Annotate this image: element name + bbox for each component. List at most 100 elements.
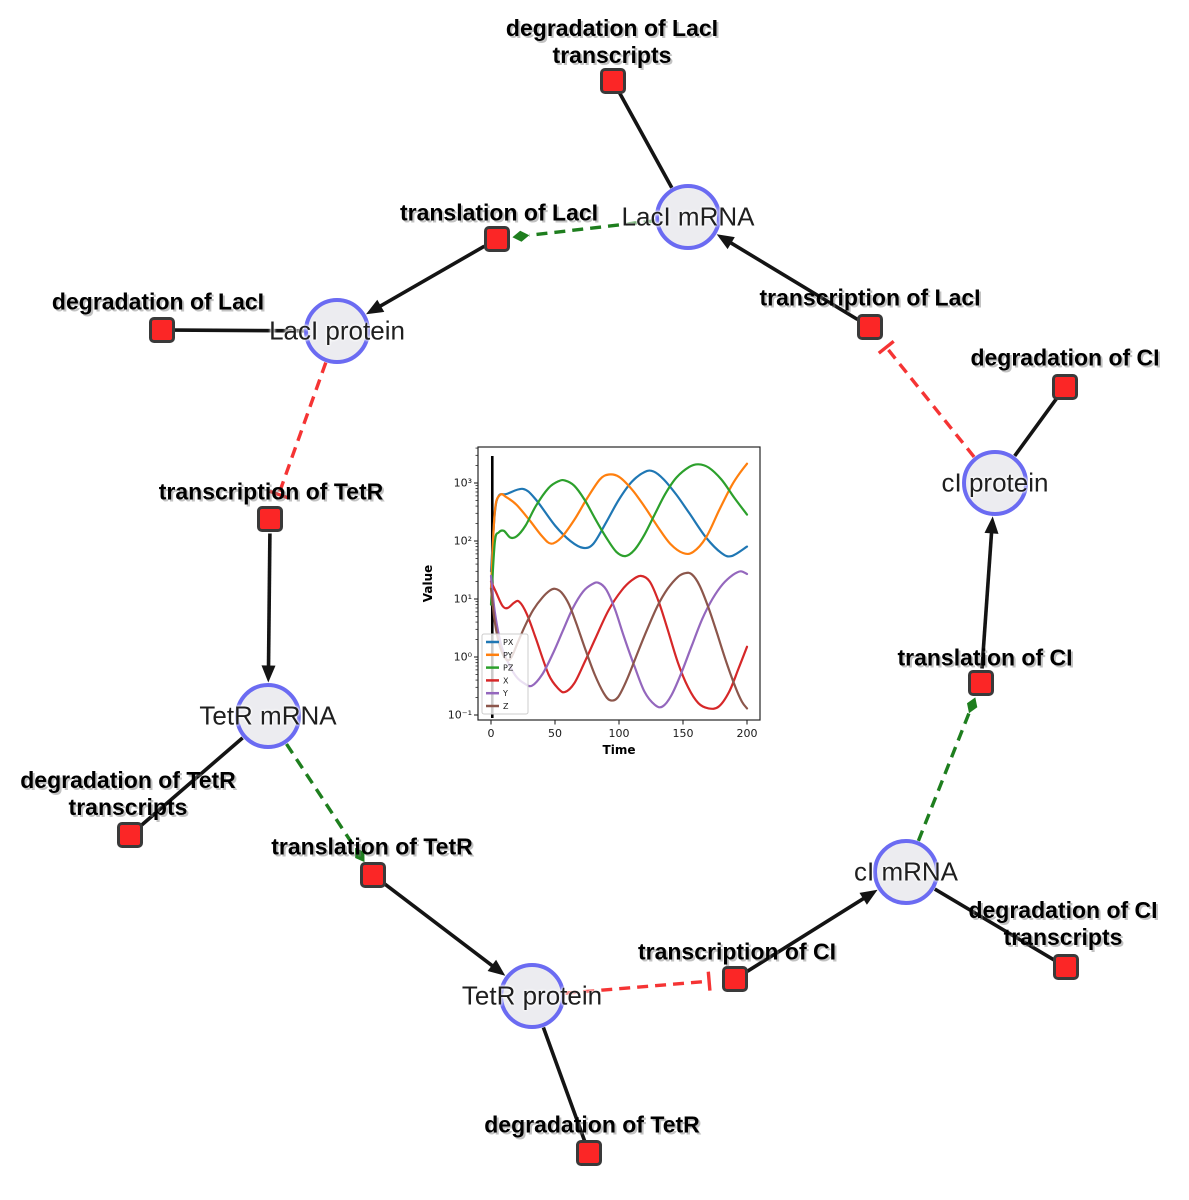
- species-node-tetr-protein[interactable]: [499, 963, 565, 1029]
- reaction-node-transcription-tetr[interactable]: [257, 506, 283, 532]
- edge-tetr-mrna-deg-tetr-transcripts: [137, 736, 244, 829]
- legend-label-X: X: [503, 676, 509, 685]
- edge-translation-ci-ci-protein: [980, 516, 999, 669]
- y-tick-label: 10¹: [454, 593, 472, 606]
- reaction-node-translation-ci[interactable]: [968, 670, 994, 696]
- legend-label-PX: PX: [503, 638, 514, 647]
- series-line-PZ: [489, 463, 749, 606]
- reaction-label-transcription-tetr: transcription of TetR: [159, 479, 383, 506]
- reaction-label-line: degradation of CI: [968, 897, 1158, 923]
- reaction-label-line: transcription of CI: [637, 938, 837, 965]
- consumption-edge-line: [933, 887, 1057, 963]
- inhibition-tbar: [269, 489, 289, 500]
- edge-translation-laci-laci-protein: [366, 244, 486, 315]
- modifier-diamond-arrowhead: [355, 847, 365, 863]
- production-arrowhead: [984, 516, 999, 534]
- inhibition-tbar: [706, 971, 712, 991]
- species-label-laci-protein: LacI protein: [269, 315, 405, 346]
- legend: PX PY PZ XYZ: [481, 633, 529, 715]
- y-axis-label: Value: [421, 565, 435, 603]
- x-axis-label: Time: [603, 743, 636, 757]
- reaction-node-translation-laci[interactable]: [484, 226, 510, 252]
- reaction-label-transcription-ci: transcription of CI: [638, 939, 836, 966]
- modifier-edge-line: [285, 743, 357, 849]
- x-tick-label: 0: [488, 727, 495, 740]
- consumption-edge-line: [617, 90, 674, 189]
- modifier-diamond-arrowhead: [512, 230, 530, 242]
- reaction-label-translation-tetr: translation of TetR: [271, 834, 472, 861]
- reaction-label-deg-laci-transcripts: degradation of LacI transcripts: [506, 15, 718, 69]
- species-label-ci-mrna: cI mRNA: [854, 856, 958, 887]
- series-line-Z: [489, 571, 749, 710]
- reaction-node-deg-laci-transcripts[interactable]: [600, 68, 626, 94]
- species-label-tetr-protein: TetR protein: [461, 980, 603, 1011]
- production-edge-line: [383, 882, 496, 969]
- reaction-node-transcription-laci[interactable]: [857, 314, 883, 340]
- edge-ci-mrna-translation-ci: [916, 697, 978, 842]
- reaction-node-deg-laci[interactable]: [149, 317, 175, 343]
- inhibition-edge-line: [565, 979, 710, 995]
- species-node-ci-mrna[interactable]: [873, 839, 939, 905]
- reaction-label-line: transcription of TetR: [158, 478, 384, 505]
- species-node-ci-protein[interactable]: [962, 450, 1028, 516]
- reaction-label-line: transcripts: [552, 42, 672, 68]
- production-edge-line: [746, 895, 867, 973]
- edge-laci-protein-deg-laci: [173, 328, 304, 333]
- reaction-node-transcription-ci[interactable]: [722, 966, 748, 992]
- reaction-label-deg-laci: degradation of LacI: [52, 289, 264, 316]
- y-tick-label: 10³: [454, 477, 472, 490]
- production-arrowhead: [261, 665, 276, 683]
- modifier-edge-line: [916, 712, 971, 842]
- legend-label-PY: PY: [503, 651, 513, 660]
- legend-label-Y: Y: [502, 689, 508, 698]
- consumption-edge-line: [173, 328, 304, 333]
- reaction-label-line: degradation of LacI: [51, 288, 265, 315]
- series-line-PX: [489, 469, 749, 573]
- reaction-node-deg-ci[interactable]: [1052, 374, 1078, 400]
- production-edge-line: [266, 533, 272, 669]
- x-tick-label: 200: [737, 727, 758, 740]
- x-tick-label: 100: [609, 727, 630, 740]
- species-node-tetr-mrna[interactable]: [235, 683, 301, 749]
- reaction-node-deg-ci-transcripts[interactable]: [1053, 954, 1079, 980]
- reaction-label-line: degradation of LacI: [505, 15, 719, 41]
- edge-transcription-laci-laci-mrna: [716, 234, 859, 322]
- reaction-label-deg-tetr-transcripts: degradation of TetR transcripts: [20, 767, 236, 821]
- edge-tetr-mrna-translation-tetr: [285, 743, 365, 863]
- species-label-tetr-mrna: TetR mRNA: [199, 700, 337, 731]
- reaction-label-deg-tetr: degradation of TetR: [484, 1112, 700, 1139]
- consumption-edge-line: [541, 1026, 587, 1143]
- reaction-label-deg-ci: degradation of CI: [970, 345, 1159, 372]
- modifier-edge-line: [529, 219, 655, 237]
- reaction-node-deg-tetr-transcripts[interactable]: [117, 822, 143, 848]
- reaction-label-line: translation of LacI: [399, 199, 599, 226]
- legend-label-Z: Z: [503, 702, 509, 711]
- reaction-label-translation-laci: translation of LacI: [400, 200, 598, 227]
- production-edge-line: [727, 240, 859, 322]
- edge-tetr-protein-deg-tetr: [541, 1026, 587, 1143]
- edge-ci-mrna-deg-ci-transcripts: [933, 887, 1057, 963]
- reaction-label-line: degradation of CI: [970, 344, 1160, 371]
- edge-ci-protein-deg-ci: [1013, 395, 1060, 457]
- reaction-label-line: degradation of TetR: [484, 1111, 700, 1138]
- inhibition-edge-line: [277, 362, 328, 496]
- edge-ci-protein-transcription-laci: [877, 339, 976, 458]
- series-line-PY: [489, 462, 749, 590]
- reaction-label-line: transcription of LacI: [759, 284, 981, 311]
- species-node-laci-mrna[interactable]: [655, 184, 721, 250]
- species-label-ci-protein: cI protein: [941, 467, 1049, 498]
- edge-transcription-tetr-tetr-mrna: [261, 533, 276, 683]
- production-arrowhead: [366, 299, 385, 315]
- production-arrowhead: [487, 959, 506, 976]
- edge-translation-tetr-tetr-protein: [383, 882, 506, 976]
- reaction-label-line: translation of TetR: [271, 833, 473, 860]
- y-tick-label: 10⁻¹: [448, 709, 472, 722]
- simulation-plot: 10³ 10² 10¹ 10⁰ 10⁻¹ 0 50 100 150 200 Time Value PX P…: [420, 430, 780, 770]
- reaction-node-translation-tetr[interactable]: [360, 862, 386, 888]
- species-node-laci-protein[interactable]: [304, 298, 370, 364]
- reaction-node-deg-tetr[interactable]: [576, 1140, 602, 1166]
- edge-laci-mrna-deg-laci-transcripts: [617, 90, 674, 189]
